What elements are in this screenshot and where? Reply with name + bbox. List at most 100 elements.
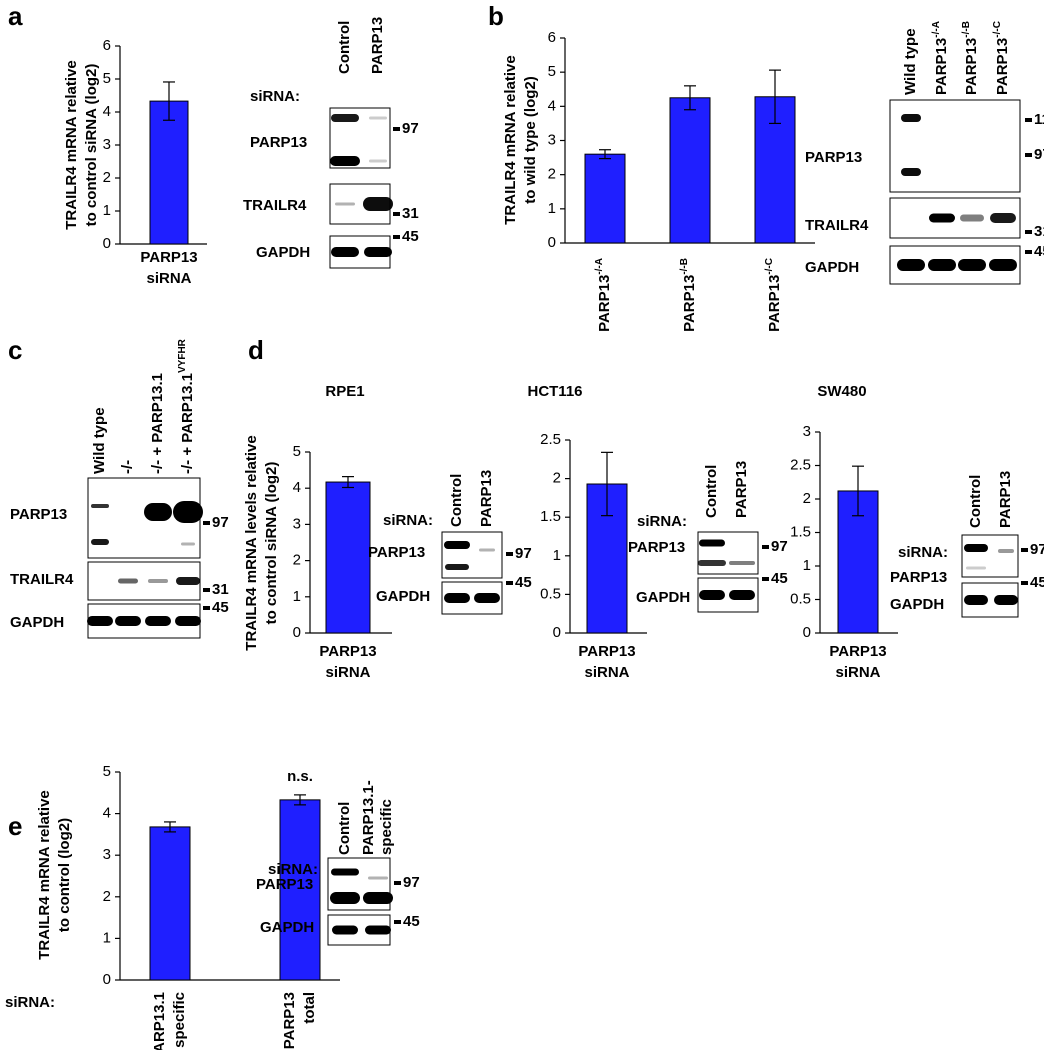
y-tick-label: 2.5 [540, 431, 561, 448]
lane-label-sup: VYFHR [177, 338, 188, 373]
marker-label: 31 [212, 581, 229, 598]
blot-band [964, 544, 988, 552]
y-tick-label: 0 [103, 971, 111, 988]
lane-label-text: PARP13 [994, 38, 1011, 95]
y-tick-label: 0.5 [790, 590, 811, 607]
x-tick-label: PARP13-/-C [764, 258, 783, 332]
row-label: PARP13 [805, 149, 862, 166]
lane-label: -/- + PARP13.1VYFHR [177, 338, 196, 474]
blot-band [445, 564, 469, 570]
lane-label-text: -/- + PARP13.1 [149, 373, 166, 474]
blot-band [699, 590, 725, 600]
row-label: GAPDH [376, 588, 430, 605]
lane-label: specific [378, 799, 395, 855]
x-tick-label: specific [171, 992, 188, 1048]
marker-label: 45 [1030, 574, 1044, 591]
marker-tick [393, 235, 400, 239]
lane-label-text: PARP13 [733, 461, 750, 518]
sirna-label: siRNA: [898, 544, 948, 561]
blot-band [698, 560, 726, 566]
lane-label: -/- + PARP13.1 [149, 373, 166, 474]
y-tick-label: 0 [103, 235, 111, 252]
x-tick-label-text: total [301, 992, 318, 1024]
row-label: GAPDH [890, 596, 944, 613]
y-tick-label: 3 [803, 423, 811, 440]
marker-tick [1025, 153, 1032, 157]
marker-tick [762, 545, 769, 549]
blot-band [998, 549, 1014, 553]
panel-letter: b [488, 1, 504, 31]
y-tick-label: 0 [553, 624, 561, 641]
x-tick-label: PARP13 [319, 643, 376, 660]
blot-band [331, 114, 359, 122]
blot-band [994, 595, 1018, 605]
sirna-label: siRNA: [268, 861, 318, 878]
row-label: TRAILR4 [805, 217, 869, 234]
panel-letter: e [8, 811, 22, 841]
bar [325, 481, 371, 634]
marker-tick [1025, 230, 1032, 234]
chart-title: SW480 [817, 383, 866, 400]
blot-band [332, 925, 358, 935]
y-tick-label: 6 [103, 37, 111, 54]
blot-box [697, 531, 759, 575]
x-tick-label: PARP13 [140, 249, 197, 266]
blot-band [901, 114, 921, 122]
blot-band [929, 213, 955, 223]
x-tick-label-text: PARP13 [281, 992, 298, 1049]
y-tick-label: 0.5 [540, 585, 561, 602]
y-tick-label: 1 [803, 557, 811, 574]
y-tick-label: 2 [103, 169, 111, 186]
lane-label-text: Control [448, 474, 465, 527]
marker-tick [394, 920, 401, 924]
bar [669, 97, 711, 244]
lane-label-text: Control [336, 21, 353, 74]
y-tick-label: 1.5 [540, 508, 561, 525]
y-tick-label: 1.5 [790, 523, 811, 540]
blot-band [148, 579, 168, 583]
blot-band [928, 259, 956, 271]
lane-label-text: Control [967, 475, 984, 528]
y-axis-label: TRAILR4 mRNA relative [502, 55, 519, 224]
marker-label: 45 [402, 228, 419, 245]
x-tick-label: PARP13.1 [151, 992, 168, 1050]
blot-band [960, 214, 984, 222]
lane-label: Control [336, 802, 353, 855]
blot-band [474, 593, 500, 603]
lane-label-sup: -/-C [992, 21, 1003, 38]
lane-label-sup: -/-B [961, 21, 972, 38]
lane-label-text: Wild type [91, 407, 108, 474]
sirna-label: siRNA: [637, 513, 687, 530]
marker-tick [762, 577, 769, 581]
lane-label: Wild type [91, 407, 108, 474]
y-tick-label: 4 [103, 103, 111, 120]
blot-band [181, 542, 195, 546]
marker-label: 97 [1034, 146, 1044, 163]
row-label: PARP13 [250, 134, 307, 151]
y-tick-label: 4 [293, 479, 301, 496]
y-tick-label: 5 [103, 70, 111, 87]
marker-label: 45 [212, 599, 229, 616]
y-axis-label: TRAILR4 mRNA levels relative [243, 435, 260, 650]
y-tick-label: 2.5 [790, 456, 811, 473]
lane-label-text: -/- + PARP13.1 [179, 373, 196, 474]
blot-band [368, 876, 388, 880]
marker-label: 116 [1034, 111, 1044, 128]
lane-label-text: specific [378, 799, 395, 855]
blot-band [444, 541, 470, 549]
y-tick-label: 2 [803, 490, 811, 507]
y-tick-label: 3 [103, 846, 111, 863]
y-tick-label: 2 [548, 166, 556, 183]
lane-label-text: Wild type [902, 28, 919, 95]
blot-band [699, 539, 725, 547]
row-label: PARP13 [368, 544, 425, 561]
y-tick-label: 0 [803, 624, 811, 641]
row-label: GAPDH [260, 919, 314, 936]
row-label: TRAILR4 [243, 197, 307, 214]
row-label: PARP13 [628, 539, 685, 556]
marker-label: 31 [402, 205, 419, 222]
blot-band [958, 259, 986, 271]
y-tick-label: 1 [548, 200, 556, 217]
blot-band [330, 892, 360, 904]
y-tick-label: 0 [293, 624, 301, 641]
